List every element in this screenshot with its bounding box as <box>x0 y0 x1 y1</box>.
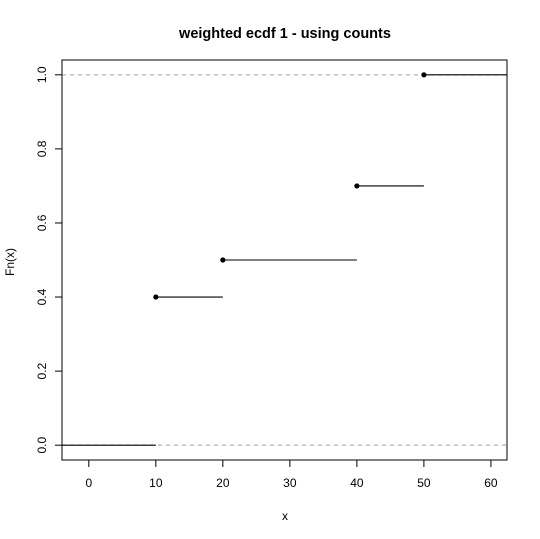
y-tick-label: 1.0 <box>35 66 49 83</box>
y-axis: 0.0 0.2 0.4 0.6 0.8 1.0 <box>35 66 63 454</box>
step-points <box>153 72 427 300</box>
x-tick-label: 10 <box>149 476 163 490</box>
x-tick-label: 30 <box>283 476 297 490</box>
y-tick-label: 0.0 <box>35 437 49 454</box>
x-tick-label: 50 <box>417 476 431 490</box>
y-tick-label: 0.8 <box>35 140 49 157</box>
x-axis-label: x <box>282 509 288 523</box>
x-tick-label: 40 <box>350 476 364 490</box>
x-axis: 0 10 20 30 40 50 60 <box>85 459 498 490</box>
step-point <box>354 183 360 189</box>
step-point <box>220 257 226 263</box>
y-tick-label: 0.2 <box>35 362 49 379</box>
step-segments <box>62 74 507 446</box>
chart-title: weighted ecdf 1 - using counts <box>178 26 391 42</box>
x-tick-label: 20 <box>216 476 230 490</box>
y-axis-label: Fn(x) <box>3 248 17 276</box>
step-point <box>153 294 159 300</box>
y-tick-label: 0.4 <box>35 288 49 305</box>
step-point <box>421 72 427 78</box>
x-tick-label: 60 <box>484 476 498 490</box>
x-tick-label: 0 <box>85 476 92 490</box>
y-tick-label: 0.6 <box>35 214 49 231</box>
